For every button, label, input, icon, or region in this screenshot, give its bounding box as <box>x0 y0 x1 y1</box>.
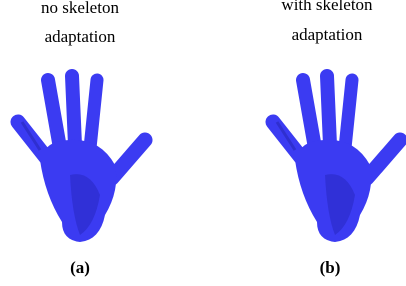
figure: no skeleton adaptation (a) with skeleton… <box>0 0 406 281</box>
hand-render <box>273 76 400 242</box>
caption: (b) <box>320 258 341 277</box>
caption: (a) <box>70 258 90 277</box>
panel-title: adaptation <box>292 25 363 44</box>
hand-render <box>18 76 145 242</box>
panel-title: with skeleton <box>281 0 373 14</box>
panel-title: adaptation <box>45 27 116 46</box>
panel-title: no skeleton <box>41 0 119 17</box>
page: {"panels": [ {"title_lines": ["no skelet… <box>0 0 406 281</box>
